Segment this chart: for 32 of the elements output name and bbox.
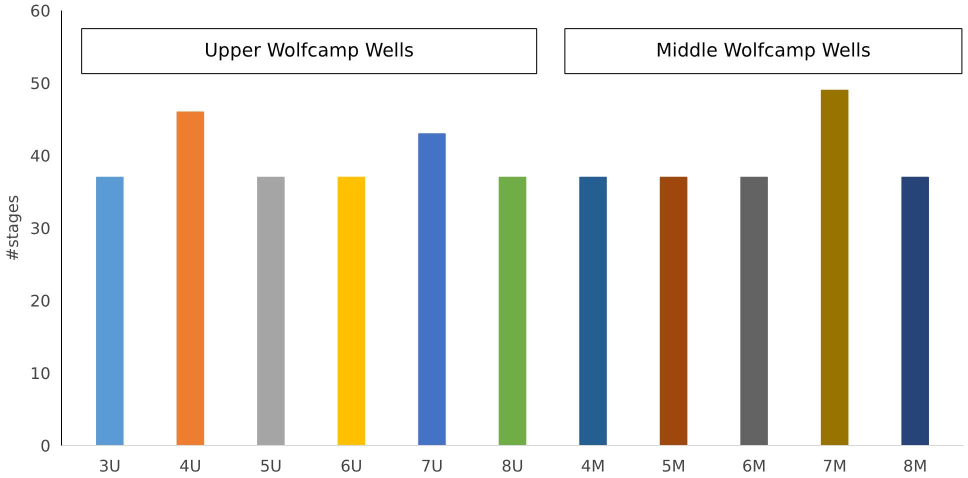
bar — [498, 176, 526, 446]
y-tick-label: 0 — [40, 436, 51, 456]
bar — [660, 176, 688, 446]
x-tick-label: 6U — [340, 456, 362, 476]
y-axis-title: #stages — [3, 194, 22, 262]
bar — [176, 112, 204, 446]
x-tick-label: 4M — [581, 456, 606, 476]
annotation: Middle Wolfcamp Wells — [656, 40, 871, 62]
x-tick-label: 3U — [98, 456, 121, 476]
x-tick-label: 4U — [179, 456, 202, 476]
x-tick-label: 5M — [662, 456, 686, 476]
x-tick-label: 7U — [421, 456, 443, 476]
y-tick-label: 30 — [30, 219, 50, 238]
annotation: Upper Wolfcamp Wells — [204, 40, 414, 62]
x-tick-label: 8M — [903, 456, 928, 476]
x-tick-label: 7M — [822, 456, 847, 476]
bar — [579, 176, 607, 446]
y-tick-label: 20 — [30, 292, 50, 310]
y-tick-label: 50 — [30, 74, 50, 93]
x-tick-label: 5U — [260, 456, 282, 476]
bar — [418, 133, 446, 446]
y-tick-label: 40 — [30, 146, 50, 166]
bar — [820, 90, 848, 446]
y-tick-label: 10 — [30, 364, 50, 383]
y-tick-label: 60 — [30, 2, 50, 20]
x-tick-label: 8U — [502, 456, 524, 476]
bar — [338, 176, 366, 446]
bar — [96, 176, 124, 446]
bar — [257, 176, 285, 446]
x-tick-label: 6M — [742, 456, 766, 476]
bar — [740, 176, 768, 446]
bar — [901, 176, 929, 446]
